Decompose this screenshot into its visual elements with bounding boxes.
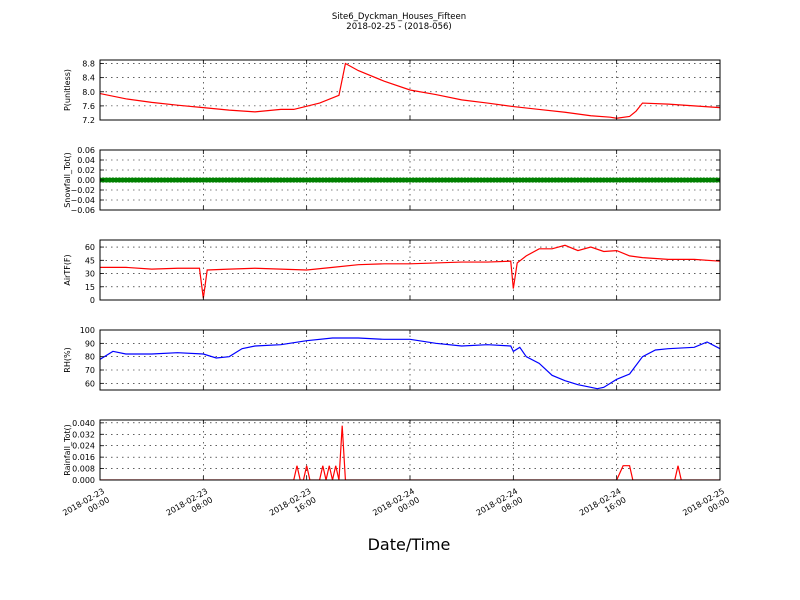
y-axis-label: Snowfall_Tot() [63, 152, 72, 208]
y-tick-label: 0 [90, 296, 95, 305]
y-tick-label: 0.04 [77, 156, 95, 165]
y-tick-label: 8.8 [82, 60, 95, 69]
y-tick-label: 0.024 [72, 442, 95, 451]
y-tick-label: 30 [85, 270, 95, 279]
y-tick-label: 80 [85, 353, 95, 362]
y-tick-label: 0.00 [77, 176, 95, 185]
y-axis-label: RH(%) [63, 347, 72, 372]
panels: 7.2 7.6 8.0 8.4 8.8 P(unitless) −0.06−0.04−0.0… [63, 59, 721, 485]
series-line [100, 244, 720, 299]
panel-3: 0 15 30 45 60 AirTF(F) [63, 239, 721, 305]
y-tick-label: 90 [85, 339, 95, 348]
y-tick-label: 0.02 [77, 166, 95, 175]
series-markers [100, 177, 720, 183]
y-tick-label: 70 [85, 366, 95, 375]
y-tick-label: 0.008 [72, 465, 95, 474]
x-axis-label: Date/Time [368, 535, 451, 554]
y-axis-label: P(unitless) [63, 69, 72, 111]
figure-title-line2: 2018-02-25 - (2018-056) [346, 22, 451, 32]
y-tick-label: 100 [80, 326, 95, 335]
panel-4: 60 70 80 90 100 RH(%) [63, 326, 721, 391]
y-tick-label: 60 [85, 379, 95, 388]
figure-title-line1: Site6_Dyckman_Houses_Fifteen [332, 12, 466, 22]
y-tick-label: 0.000 [72, 476, 95, 485]
y-tick-label: 15 [85, 283, 95, 292]
y-tick-label: −0.02 [70, 186, 95, 195]
y-tick-label: −0.06 [70, 206, 95, 215]
y-tick-label: 0.040 [72, 419, 95, 428]
y-tick-label: 60 [85, 243, 95, 252]
y-tick-label: 8.0 [82, 88, 95, 97]
y-tick-label: 8.4 [82, 74, 95, 83]
y-tick-label: 7.6 [82, 102, 95, 111]
panel-1: 7.2 7.6 8.0 8.4 8.8 P(unitless) [63, 59, 721, 125]
series-line [100, 337, 720, 390]
y-tick-label: 7.2 [82, 116, 95, 125]
series-line [100, 62, 720, 119]
y-tick-label: −0.04 [70, 196, 95, 205]
panel-5: 0.000 0.008 0.016 0.024 0.032 0.040Rainfall_T… [63, 419, 721, 485]
y-tick-label: 0.016 [72, 453, 95, 462]
panel-2: −0.06−0.04−0.020.000.020.040.06 Snowfall_… [63, 146, 721, 215]
y-axis-label: Rainfall_Tot() [63, 424, 72, 476]
y-tick-label: 45 [85, 256, 95, 265]
y-tick-label: 0.032 [72, 430, 95, 439]
series-line [100, 425, 720, 480]
y-tick-label: 0.06 [77, 146, 95, 155]
y-axis-label: AirTF(F) [63, 254, 72, 285]
